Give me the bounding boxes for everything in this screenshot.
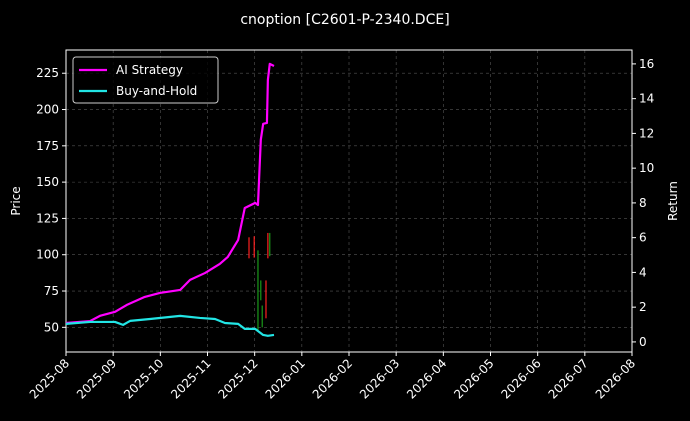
y2-tick-label: 2: [639, 300, 647, 314]
x-tick-label: 2026-07: [546, 356, 591, 401]
y2-tick-label: 12: [639, 126, 654, 140]
plot-frame: [65, 49, 633, 353]
y-tick-label: 175: [36, 139, 59, 153]
x-tick-label: 2025-08: [27, 356, 72, 401]
y-tick-label: 75: [44, 284, 59, 298]
x-tick-label: 2026-05: [451, 356, 496, 401]
legend-label: AI Strategy: [116, 63, 183, 77]
y-tick-label: 100: [36, 248, 59, 262]
x-tick-label: 2025-11: [168, 356, 213, 401]
x-tick-label: 2025-09: [74, 356, 119, 401]
x-tick-label: 2026-02: [310, 356, 355, 401]
y2-tick-label: 4: [639, 265, 647, 279]
y-tick-label: 50: [44, 320, 59, 334]
y-axis-label: Price: [9, 186, 23, 215]
x-tick-label: 2026-06: [498, 356, 543, 401]
y-tick-label: 225: [36, 66, 59, 80]
y-tick-label: 150: [36, 175, 59, 189]
y-tick-label: 125: [36, 211, 59, 225]
line-series: [65, 62, 275, 325]
x-tick-label: 2026-04: [404, 356, 449, 401]
y2-tick-label: 6: [639, 231, 647, 245]
x-tick-label: 2026-03: [357, 356, 402, 401]
legend-label: Buy-and-Hold: [116, 84, 197, 98]
x-tick-label: 2025-10: [121, 356, 166, 401]
y2-tick-label: 8: [639, 196, 647, 210]
line-series: [65, 314, 275, 337]
y-tick-label: 200: [36, 103, 59, 117]
x-tick-label: 2026-01: [263, 356, 308, 401]
y2-axis-label: Return: [666, 181, 680, 221]
y2-tick-label: 14: [639, 92, 654, 106]
x-tick-label: 2025-12: [215, 356, 260, 401]
chart-title: cnoption [C2601-P-2340.DCE]: [240, 12, 449, 28]
y2-tick-label: 16: [639, 57, 654, 71]
legend-box: [72, 56, 219, 104]
y2-tick-label: 0: [639, 335, 647, 349]
y2-tick-label: 10: [639, 161, 654, 175]
x-tick-label: 2026-08: [593, 356, 638, 401]
